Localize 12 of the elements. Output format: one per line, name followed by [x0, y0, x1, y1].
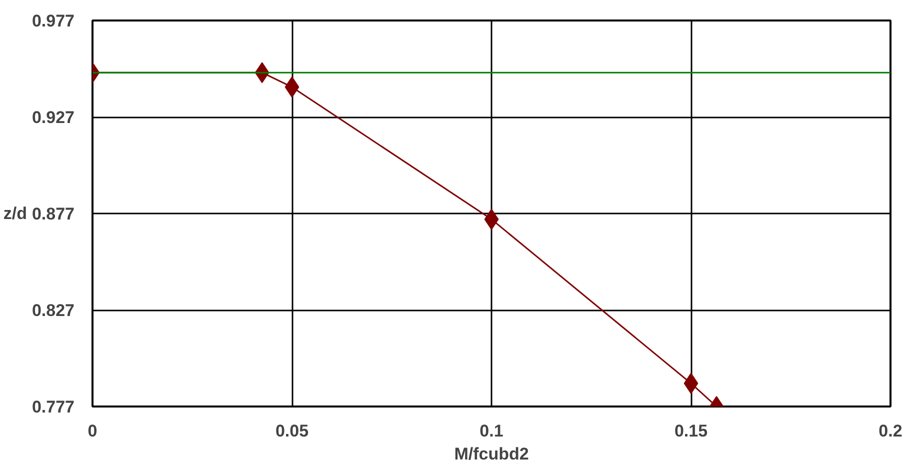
y-tick-label: 0.977 — [32, 12, 75, 30]
y-axis-title: z/d — [3, 204, 27, 223]
y-tick-label: 0.877 — [32, 204, 75, 224]
x-tick-label: 0.2 — [878, 422, 902, 440]
x-tick-label: 0.1 — [480, 422, 504, 440]
x-tick-label: 0.05 — [275, 422, 309, 440]
x-axis-title: M/fcubd2 — [454, 444, 529, 464]
y-tick-label: 0.927 — [32, 108, 75, 127]
y-tick-label: 0.777 — [32, 398, 75, 416]
x-tick-label: 0.15 — [674, 422, 708, 440]
x-tick-label: 0 — [88, 422, 98, 440]
y-tick-label: 0.827 — [32, 301, 75, 320]
